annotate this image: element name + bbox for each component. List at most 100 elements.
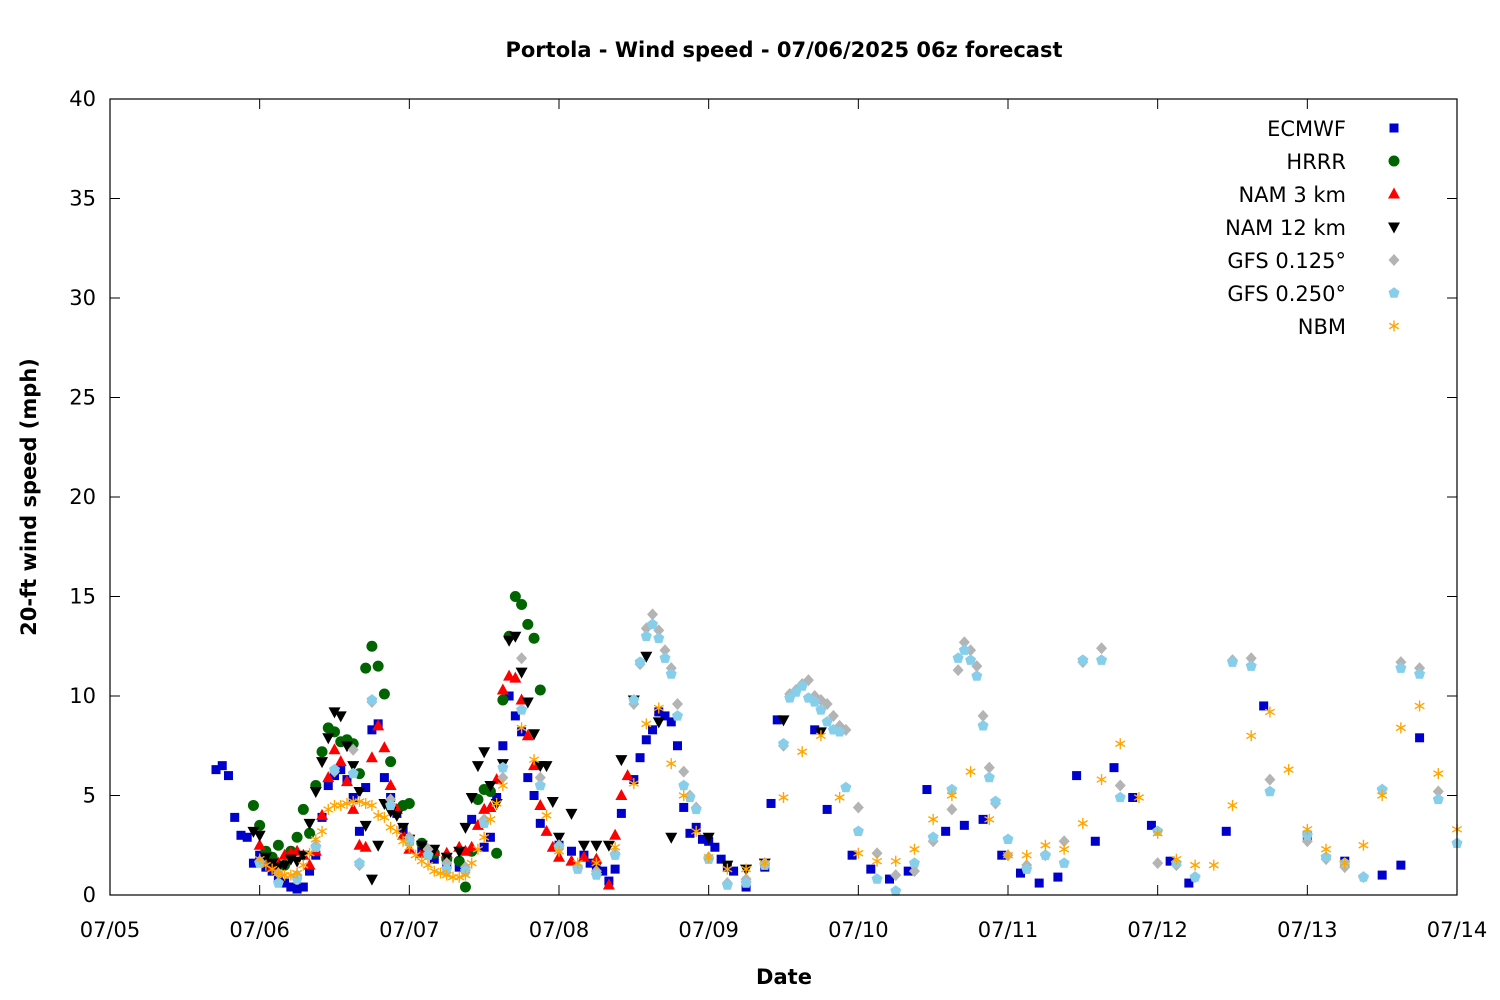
data-point-hrrr — [247, 799, 259, 811]
data-point-nbm — [435, 867, 446, 879]
data-point-nam-3-km — [577, 850, 590, 862]
data-point-nbm — [528, 754, 540, 766]
data-point-ecmwf — [485, 832, 495, 842]
data-point-nbm — [691, 825, 702, 837]
data-point-ecmwf — [498, 741, 508, 751]
data-point-gfs-0-250 — [821, 716, 833, 727]
data-point-gfs-0-250 — [534, 779, 546, 791]
data-point-gfs-0-250 — [1039, 849, 1051, 860]
data-point-nbm — [1358, 839, 1369, 851]
data-point-nbm — [354, 795, 365, 807]
data-point-gfs-0-250 — [634, 656, 646, 667]
data-point-gfs-0-250 — [497, 761, 509, 773]
data-point-ecmwf — [585, 858, 595, 868]
x-tick-label: 07/14 — [1427, 918, 1488, 942]
data-point-gfs-0-250 — [796, 680, 808, 691]
data-point-ecmwf — [648, 725, 658, 735]
data-point-nam-12-km — [777, 715, 790, 727]
data-point-gfs-0-250 — [908, 857, 920, 868]
data-point-nam-3-km — [602, 878, 615, 890]
data-point-ecmwf — [523, 773, 533, 783]
data-point-hrrr — [304, 827, 316, 839]
data-point-nbm — [1021, 849, 1032, 861]
data-point-ecmwf — [685, 828, 695, 838]
data-point-nbm — [291, 867, 303, 879]
data-point-nam-3-km — [372, 719, 385, 731]
y-tick-label: 30 — [69, 286, 96, 310]
data-point-gfs-0-250 — [1432, 793, 1444, 805]
data-point-ecmwf — [379, 773, 389, 783]
data-point-hrrr — [378, 688, 390, 700]
data-point-nam-12-km — [365, 874, 378, 886]
data-point-nam-12-km — [528, 729, 541, 741]
data-point-hrrr — [509, 591, 521, 602]
data-point-nam-12-km — [278, 860, 291, 872]
data-point-nam-12-km — [328, 707, 341, 719]
data-point-ecmwf — [922, 785, 932, 795]
data-point-nam-12-km — [340, 741, 353, 753]
data-point-ecmwf — [510, 711, 520, 721]
data-point-nam-3-km — [359, 840, 372, 852]
data-point-nbm — [797, 746, 808, 758]
legend-label-gfs-0-125: GFS 0.125° — [1227, 249, 1346, 273]
data-point-nam-3-km — [384, 779, 397, 791]
data-point-nam-12-km — [665, 832, 678, 844]
series-ecmwf — [211, 691, 1425, 894]
data-point-nbm — [871, 855, 883, 867]
data-point-nam-12-km — [390, 810, 403, 822]
data-point-nbm — [466, 857, 477, 869]
data-point-gfs-0-250 — [871, 873, 883, 884]
data-point-nam-12-km — [316, 757, 329, 769]
data-point-nbm — [310, 833, 321, 845]
data-point-ecmwf — [1415, 733, 1425, 743]
data-point-nam-3-km — [316, 808, 329, 820]
data-point-nam-12-km — [602, 840, 615, 852]
data-point-nbm — [1002, 849, 1014, 861]
data-point-nbm — [815, 730, 827, 742]
data-point-ecmwf — [641, 735, 651, 745]
data-point-ecmwf — [1128, 792, 1138, 802]
data-point-hrrr — [459, 881, 471, 893]
data-point-ecmwf — [1146, 820, 1156, 830]
data-point-ecmwf — [367, 725, 377, 735]
data-point-nbm — [1264, 706, 1276, 718]
data-point-nam-12-km — [590, 840, 603, 852]
data-point-gfs-0-250 — [1002, 833, 1014, 844]
data-point-gfs-0-125 — [908, 865, 920, 878]
data-point-hrrr — [534, 684, 546, 696]
data-point-nbm — [329, 799, 340, 811]
data-point-nam-12-km — [509, 631, 522, 643]
data-point-gfs-0-250 — [1226, 656, 1239, 667]
data-point-gfs-0-125 — [516, 652, 528, 665]
y-tick-label: 0 — [83, 883, 96, 907]
data-point-gfs-0-250 — [1096, 654, 1108, 665]
data-point-gfs-0-250 — [1114, 791, 1126, 803]
data-point-ecmwf — [280, 878, 290, 888]
data-point-ecmwf — [610, 864, 620, 874]
data-point-ecmwf — [535, 818, 545, 828]
data-point-hrrr — [297, 803, 309, 815]
data-point-gfs-0-125 — [1245, 652, 1257, 665]
data-point-ecmwf — [1396, 860, 1406, 870]
y-tick-label: 35 — [69, 187, 96, 211]
data-point-nbm — [653, 702, 664, 714]
data-point-ecmwf — [1034, 878, 1044, 888]
data-point-nbm — [628, 778, 639, 790]
y-tick-label: 40 — [69, 87, 96, 111]
legend-label-nam-3-km: NAM 3 km — [1238, 183, 1346, 207]
data-point-nbm — [641, 718, 652, 730]
data-point-hrrr — [528, 632, 540, 644]
data-point-gfs-0-250 — [310, 841, 322, 852]
data-point-gfs-0-250 — [1395, 662, 1407, 673]
data-point-nam-12-km — [565, 808, 578, 820]
data-point-ecmwf — [336, 765, 346, 775]
series-gfs-0-250 — [254, 618, 1463, 896]
data-point-gfs-0-250 — [272, 877, 284, 888]
data-point-nbm — [1246, 730, 1257, 742]
data-point-gfs-0-250 — [328, 763, 341, 775]
y-axis-label: 20-ft wind speed (mph) — [17, 358, 41, 636]
data-point-gfs-0-125 — [952, 664, 964, 677]
data-point-nam-12-km — [359, 820, 372, 832]
data-point-gfs-0-250 — [721, 879, 733, 890]
